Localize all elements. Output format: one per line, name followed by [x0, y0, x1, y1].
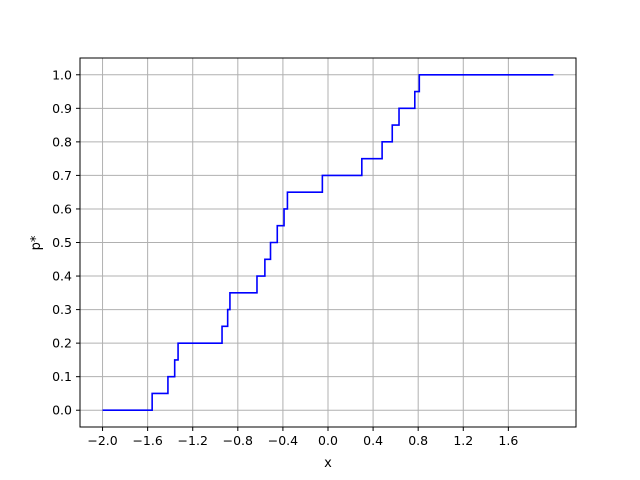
x-tick-label: −1.2 [178, 433, 208, 448]
y-tick-label: 1.0 [52, 67, 72, 82]
x-tick-label: 0.4 [363, 433, 383, 448]
x-axis-label: x [324, 456, 332, 471]
y-tick-label: 0.7 [52, 168, 72, 183]
x-tick-label: −2.0 [87, 433, 117, 448]
x-tick-label: −0.8 [223, 433, 253, 448]
y-tick-label: 0.4 [52, 269, 72, 284]
y-tick-label: 0.3 [52, 302, 72, 317]
x-tick-label: 1.6 [498, 433, 518, 448]
series-step-line [102, 73, 554, 412]
ticks [76, 74, 509, 431]
y-tick-label: 0.0 [52, 403, 72, 418]
y-axis-label: p* [29, 235, 44, 250]
y-tick-label: 0.2 [52, 336, 72, 351]
y-tick-label: 0.8 [52, 134, 72, 149]
tick-labels: −2.0 −1.6 −1.2 −0.8 −0.4 0.0 0.4 0.8 1.2 1.6 0.0 0.… [52, 67, 518, 448]
x-tick-label: 0.8 [408, 433, 428, 448]
series-layer [102, 73, 554, 412]
y-tick-label: 0.6 [52, 201, 72, 216]
y-tick-label: 0.9 [52, 101, 72, 116]
y-tick-label: 0.1 [52, 369, 72, 384]
grid [80, 58, 576, 427]
x-tick-label: −1.6 [132, 433, 162, 448]
x-tick-label: 0.0 [318, 433, 338, 448]
x-tick-label: 1.2 [453, 433, 473, 448]
y-tick-label: 0.5 [52, 235, 72, 250]
x-tick-label: −0.4 [268, 433, 298, 448]
